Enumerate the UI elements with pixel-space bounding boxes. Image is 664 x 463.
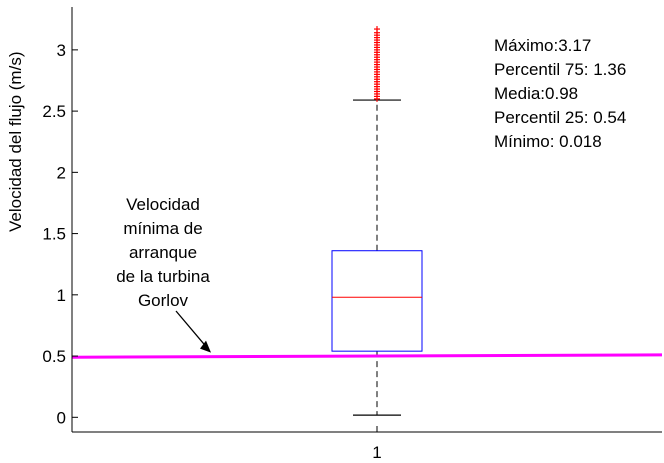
y-tick-label: 1.5 [42, 225, 66, 244]
stat-mean: Media:0.98 [494, 84, 579, 103]
x-tick-label: 1 [372, 443, 381, 462]
stat-p75: Percentil 75: 1.36 [494, 60, 627, 79]
y-axis-label: Velocidad del flujo (m/s) [6, 51, 25, 232]
outlier-marker [374, 26, 380, 33]
y-tick-label: 2 [57, 163, 66, 182]
annotation-line-1: Velocidad [126, 195, 200, 214]
y-tick-label: 2.5 [42, 102, 66, 121]
stat-min: Mínimo: 0.018 [494, 132, 602, 151]
stat-max: Máximo:3.17 [494, 36, 592, 55]
annotation-line-3: arranque [128, 243, 198, 262]
annotation-line-2: mínima de [123, 219, 203, 238]
annotation-arrow-line [175, 310, 208, 349]
stat-p25: Percentil 25: 0.54 [494, 108, 627, 127]
stats-panel: Máximo:3.17 Percentil 75: 1.36 Media:0.9… [494, 34, 626, 154]
y-tick-label: 1 [57, 286, 66, 305]
annotation-arrow-head [200, 340, 211, 353]
threshold-line [71, 353, 663, 359]
annotation-line-4: de la turbina [116, 267, 210, 286]
threshold-annotation: Velocidad mínima de arranque de la turbi… [92, 193, 234, 313]
annotation-line-5: Gorlov [137, 291, 189, 310]
y-tick-label: 0 [57, 408, 66, 427]
y-tick-label: 3 [57, 41, 66, 60]
iqr-box [331, 250, 423, 352]
y-tick-label: 0.5 [42, 347, 66, 366]
